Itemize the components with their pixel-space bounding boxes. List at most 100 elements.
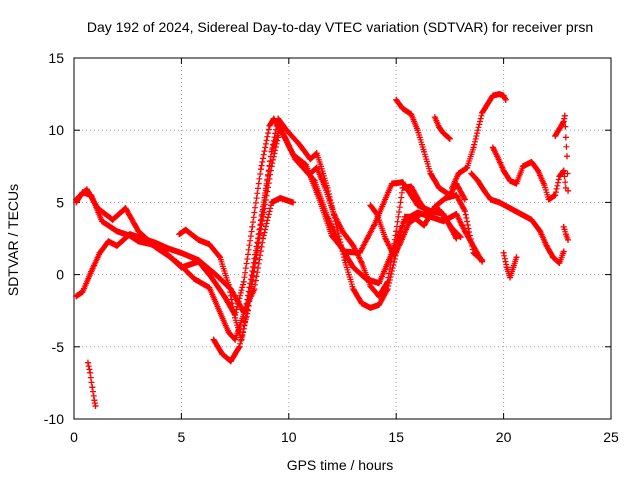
data-point	[500, 167, 507, 174]
data-point	[399, 105, 406, 112]
data-point	[453, 235, 460, 242]
data-point	[350, 264, 357, 271]
data-point	[464, 164, 471, 171]
data-point	[268, 148, 275, 155]
series-track-15	[552, 112, 572, 194]
data-point	[324, 213, 331, 220]
data-point	[341, 257, 348, 264]
data-point	[330, 210, 337, 217]
data-point	[393, 96, 400, 103]
data-point	[500, 249, 507, 256]
data-point	[427, 170, 434, 177]
data-point	[556, 260, 563, 267]
data-point	[421, 148, 428, 155]
data-point	[560, 118, 567, 125]
y-tick-label: 15	[48, 50, 64, 66]
y-tick-label: -10	[44, 411, 64, 427]
x-tick-label: 5	[178, 429, 186, 445]
series-track-7	[367, 202, 421, 259]
data-point	[500, 92, 507, 99]
data-point	[510, 264, 517, 271]
data-point	[227, 358, 234, 365]
data-point	[302, 161, 309, 168]
x-tick-label: 10	[281, 429, 297, 445]
data-point	[135, 228, 142, 235]
data-point	[275, 115, 282, 122]
plot-frame	[73, 57, 612, 420]
data-point	[92, 403, 99, 410]
data-point	[113, 228, 120, 235]
data-point	[262, 192, 269, 199]
data-point	[98, 218, 105, 225]
data-point	[91, 397, 98, 404]
data-point	[481, 187, 488, 194]
data-point	[313, 150, 320, 157]
data-point	[560, 223, 567, 230]
data-point	[225, 281, 232, 288]
data-point	[425, 210, 432, 217]
data-point	[496, 199, 503, 206]
data-point	[296, 141, 303, 148]
data-point	[249, 223, 256, 230]
data-point	[562, 231, 569, 238]
y-tick-label: 0	[56, 267, 64, 283]
data-point	[561, 112, 568, 119]
data-point	[543, 242, 550, 249]
series-track-8	[84, 359, 99, 410]
data-point	[455, 170, 462, 177]
series-markers	[367, 202, 421, 259]
data-point	[470, 249, 477, 256]
data-point	[496, 91, 503, 98]
data-point	[210, 336, 217, 343]
data-point	[550, 254, 557, 261]
data-point	[277, 195, 284, 202]
data-point	[565, 187, 572, 194]
data-point	[479, 109, 486, 116]
data-point	[552, 192, 559, 199]
data-point	[399, 179, 406, 186]
data-point	[244, 307, 251, 314]
data-point	[105, 238, 112, 245]
data-point	[507, 205, 514, 212]
data-point	[519, 163, 526, 170]
data-point	[461, 208, 468, 215]
data-point	[565, 236, 572, 243]
data-point	[461, 196, 468, 203]
data-point	[382, 235, 389, 242]
data-points	[73, 91, 572, 410]
data-point	[556, 125, 563, 132]
data-point	[446, 192, 453, 199]
data-point	[195, 236, 202, 243]
data-point	[94, 205, 101, 212]
data-point	[513, 254, 520, 261]
data-point	[350, 286, 357, 293]
series-track-10	[431, 114, 453, 142]
data-point	[84, 359, 91, 366]
data-point	[109, 216, 116, 223]
data-point	[221, 293, 228, 300]
data-point	[393, 228, 400, 235]
data-point	[517, 210, 524, 217]
data-point	[384, 278, 391, 285]
data-point	[563, 153, 570, 160]
x-tick-label: 0	[70, 429, 78, 445]
data-point	[507, 177, 514, 184]
data-point	[494, 153, 501, 160]
data-point	[219, 351, 226, 358]
data-point	[376, 301, 383, 308]
data-point	[414, 213, 421, 220]
data-point	[87, 369, 94, 376]
data-point	[152, 239, 159, 246]
data-point	[528, 216, 535, 223]
data-point	[489, 144, 496, 151]
series-track-13	[489, 144, 569, 203]
series-track-6	[307, 164, 464, 300]
data-point	[253, 249, 260, 256]
data-point	[449, 184, 456, 191]
data-point	[560, 167, 567, 174]
data-point	[388, 180, 395, 187]
series-markers	[468, 170, 567, 266]
data-point	[176, 231, 183, 238]
data-point	[457, 234, 464, 241]
